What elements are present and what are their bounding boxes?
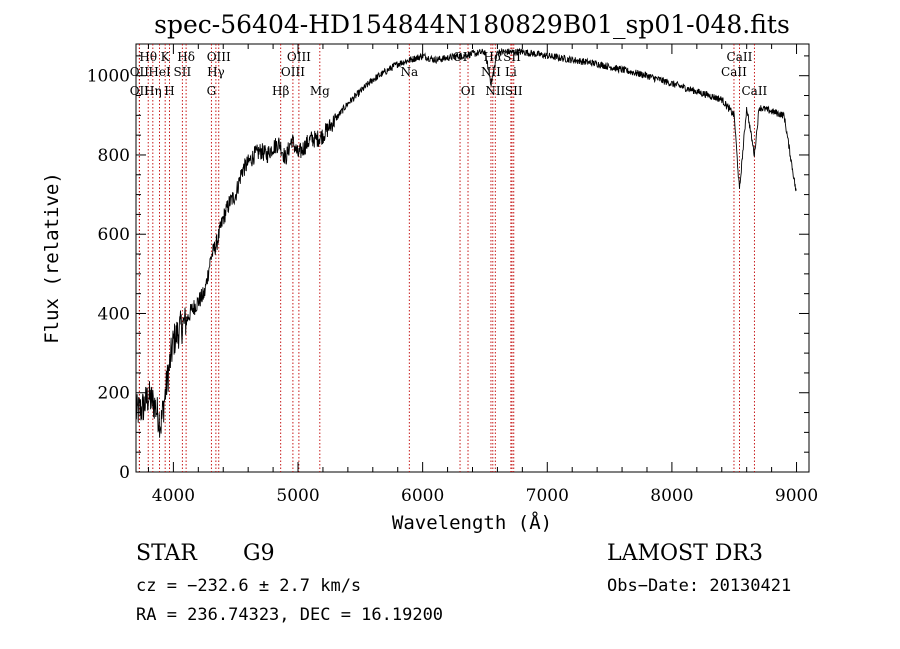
line-marker-label: NII [481,65,501,79]
line-marker-label: Li [505,65,517,79]
line-marker-label: OIII [281,65,305,79]
line-marker-label: OIII [287,50,311,64]
line-marker-label: Mg [310,84,330,98]
line-marker-label: Hη [144,84,162,98]
line-marker-label: NII [485,84,505,98]
object-subclass: G9 [243,541,275,566]
line-marker-label: H [164,84,174,98]
observation-date: Obs−Date: 20130421 [607,576,791,596]
line-marker-label: K [161,50,171,64]
x-axis-ticks: 4000 5000 6000 7000 8000 9000 [147,44,818,506]
line-marker-label: Hβ [272,84,289,98]
survey-name: LAMOST DR3 [607,541,763,566]
y-tick-label: 400 [98,304,130,324]
line-marker-label: SII [174,65,192,79]
spectrum-series [135,47,797,438]
y-tick-label: 1000 [87,67,130,87]
line-marker-label: SII [505,84,523,98]
plot-frame [135,43,810,473]
x-tick-label: 4000 [152,486,195,506]
spectrum-line [135,47,797,438]
y-axis-ticks: 0 200 400 600 800 1000 [87,55,809,483]
y-tick-label: 0 [119,463,130,483]
x-tick-label: 5000 [276,486,319,506]
x-tick-label: 7000 [526,486,569,506]
line-marker-label: HeI [148,65,171,79]
line-marker-label: Na [400,65,418,79]
line-marker-label: Hγ [207,65,225,79]
y-axis-label: Flux (relative) [41,172,63,344]
line-marker-label: CaII [721,65,747,79]
line-marker-label: Hδ [177,50,195,64]
line-marker-label: Hα [484,50,503,64]
y-tick-label: 600 [98,225,130,245]
line-marker-label: OII [130,65,150,79]
line-marker-label: CaII [727,50,753,64]
x-tick-label: 8000 [650,486,693,506]
line-marker-label: OIII [207,50,231,64]
x-tick-label: 9000 [775,486,818,506]
spectral-line-markers [138,44,755,472]
line-marker-label: OII [130,84,150,98]
x-axis-label: Wavelength (Å) [392,511,552,534]
redshift-cz: cz = −232.6 ± 2.7 km/s [136,576,361,596]
y-tick-label: 800 [98,146,130,166]
y-tick-label: 200 [98,384,130,404]
line-marker-label: OI [461,84,476,98]
line-marker-label: Hθ [139,50,157,64]
x-tick-label: 6000 [401,486,444,506]
coordinates: RA = 236.74323, DEC = 16.19200 [136,605,443,625]
chart-title: spec-56404-HD154844N180829B01_sp01-048.f… [154,10,790,39]
line-marker-label: G [207,84,217,98]
line-marker-label: CaII [741,84,767,98]
object-class: STAR [136,541,198,566]
